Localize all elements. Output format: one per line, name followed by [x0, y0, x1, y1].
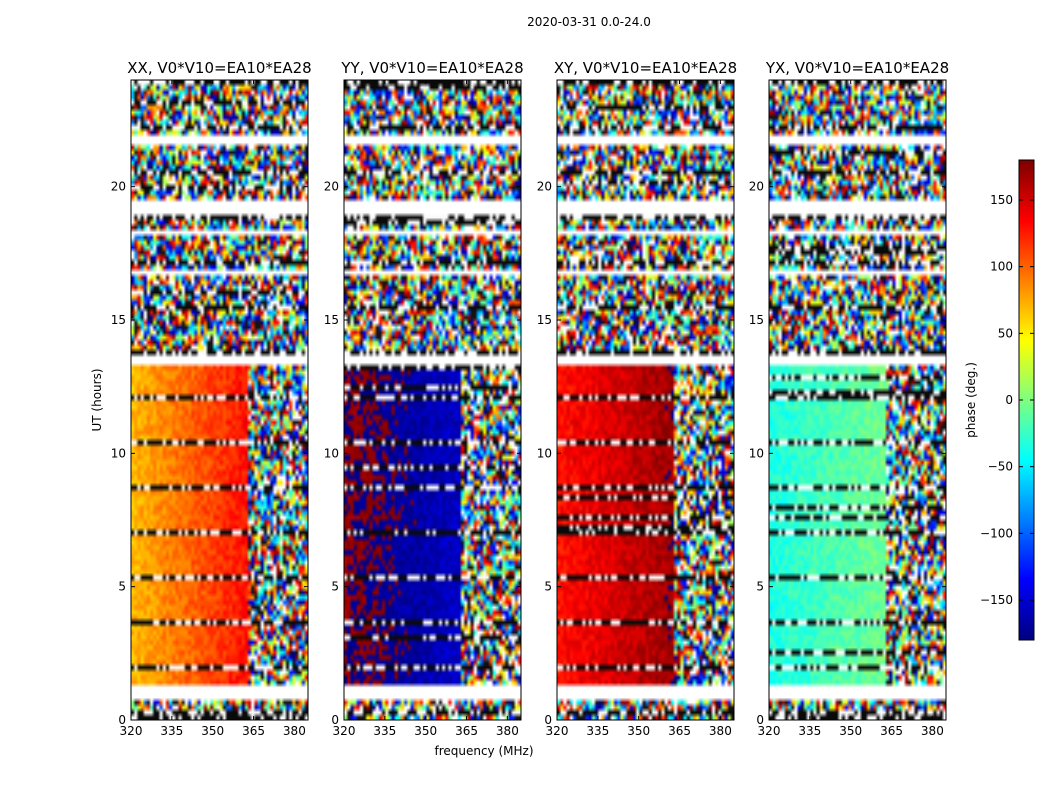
panel-heatmap — [344, 80, 521, 720]
panel-2: YY, V0*V10=EA10*EA28 320 335 350 365 380 0 5 10 1… — [324, 59, 524, 738]
colorbar: 150 100 50 0 −50 −100 −150 — [980, 159, 1035, 641]
x-tick-label: 365 — [455, 724, 478, 738]
colorbar-tick-label: 150 — [990, 193, 1013, 207]
panel-heatmap — [557, 80, 734, 720]
panel-heatmap — [769, 80, 946, 720]
panel-heatmap — [131, 80, 308, 720]
x-tick-label: 335 — [798, 724, 821, 738]
panel-frame — [343, 79, 522, 721]
y-tick-label: 0 — [544, 713, 552, 727]
panel-title: XX, V0*V10=EA10*EA28 — [127, 59, 311, 77]
x-tick-label: 380 — [921, 724, 944, 738]
y-tick-label: 5 — [756, 580, 764, 594]
panel-frame — [768, 79, 947, 721]
y-tick-label: 0 — [756, 713, 764, 727]
y-tick-label: 15 — [111, 313, 126, 327]
x-tick-label: 365 — [242, 724, 265, 738]
colorbar-tick-label: 50 — [998, 326, 1013, 340]
y-tick-label: 0 — [331, 713, 339, 727]
colorbar-gradient — [1019, 160, 1034, 640]
x-tick-label: 320 — [758, 724, 781, 738]
y-axis-label: UT (hours) — [90, 368, 104, 431]
panel-4: YX, V0*V10=EA10*EA28 320 335 350 365 380 0 5 10 1… — [749, 59, 949, 738]
y-tick-label: 20 — [537, 180, 552, 194]
x-tick-label: 380 — [283, 724, 306, 738]
x-tick-label: 365 — [880, 724, 903, 738]
x-tick-label: 350 — [201, 724, 224, 738]
y-tick-label: 10 — [324, 446, 339, 460]
panel-title: XY, V0*V10=EA10*EA28 — [554, 59, 737, 77]
y-tick-label: 0 — [118, 713, 126, 727]
x-tick-label: 320 — [546, 724, 569, 738]
figure-title: 2020-03-31 0.0-24.0 — [527, 15, 651, 29]
y-tick-label: 10 — [111, 446, 126, 460]
y-tick-label: 20 — [111, 180, 126, 194]
x-tick-label: 320 — [333, 724, 356, 738]
panel-3: XY, V0*V10=EA10*EA28 320 335 350 365 380 0 5 10 1… — [537, 59, 737, 738]
x-tick-label: 335 — [373, 724, 396, 738]
panel-frame — [556, 79, 735, 721]
colorbar-tick-label: −100 — [980, 526, 1013, 540]
colorbar-tick-label: −150 — [980, 593, 1013, 607]
panel-title: YY, V0*V10=EA10*EA28 — [340, 59, 523, 77]
x-tick-label: 350 — [414, 724, 437, 738]
x-tick-label: 335 — [160, 724, 183, 738]
y-tick-label: 15 — [749, 313, 764, 327]
y-tick-label: 5 — [118, 580, 126, 594]
x-tick-label: 335 — [586, 724, 609, 738]
y-tick-label: 10 — [537, 446, 552, 460]
colorbar-tick-label: −50 — [988, 460, 1013, 474]
y-tick-label: 15 — [537, 313, 552, 327]
panel-frame — [130, 79, 309, 721]
y-tick-label: 15 — [324, 313, 339, 327]
y-tick-label: 20 — [324, 180, 339, 194]
y-tick-label: 20 — [749, 180, 764, 194]
y-tick-label: 10 — [749, 446, 764, 460]
panel-1: XX, V0*V10=EA10*EA28 320 335 350 365 380 0 5 10 1… — [111, 59, 312, 738]
x-tick-label: 380 — [709, 724, 732, 738]
colorbar-tick-label: 0 — [1005, 393, 1013, 407]
colorbar-tick-label: 100 — [990, 260, 1013, 274]
y-tick-label: 5 — [544, 580, 552, 594]
panel-title: YX, V0*V10=EA10*EA28 — [765, 59, 949, 77]
x-tick-label: 350 — [627, 724, 650, 738]
x-tick-label: 320 — [120, 724, 143, 738]
x-axis-label: frequency (MHz) — [434, 744, 533, 758]
colorbar-label: phase (deg.) — [964, 362, 978, 438]
x-tick-label: 380 — [496, 724, 519, 738]
x-tick-label: 365 — [668, 724, 691, 738]
y-tick-label: 5 — [331, 580, 339, 594]
x-tick-label: 350 — [839, 724, 862, 738]
panels: XX, V0*V10=EA10*EA28 320 335 350 365 380 0 5 10 1… — [111, 59, 949, 738]
